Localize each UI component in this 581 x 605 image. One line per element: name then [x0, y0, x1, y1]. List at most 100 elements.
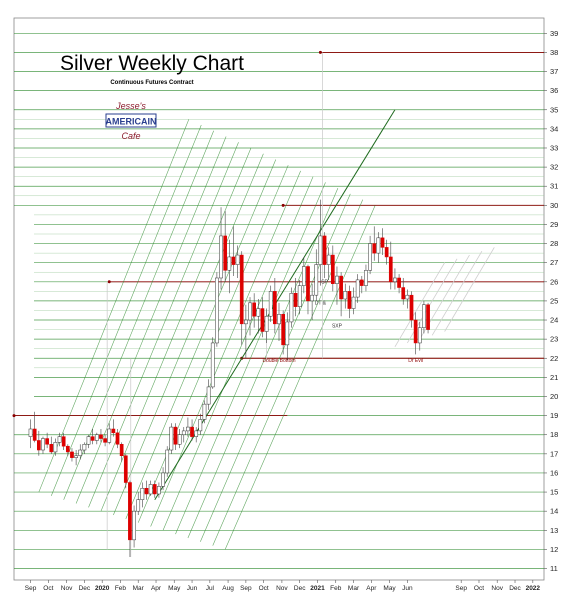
- y-tick-label: 28: [550, 239, 558, 248]
- y-tick-label: 13: [550, 526, 558, 535]
- y-tick-label: 34: [550, 124, 558, 133]
- candle-body: [252, 302, 257, 317]
- candle-body: [94, 434, 99, 441]
- candle-body: [355, 279, 360, 298]
- candle-body: [169, 426, 174, 451]
- annotation-label: SXP: [332, 324, 343, 330]
- candle-body: [239, 254, 244, 325]
- y-tick-label: 38: [550, 48, 558, 57]
- annotation-label: SP: [321, 280, 328, 286]
- x-tick-label: Jun: [187, 585, 198, 592]
- trend-channel-line: [212, 199, 364, 546]
- candle-body: [426, 304, 430, 330]
- x-tick-label: Dec: [79, 585, 91, 592]
- grey-channel-line: [394, 262, 445, 347]
- y-tick-label: 17: [550, 449, 558, 458]
- candle-body: [132, 510, 136, 541]
- y-tick-label: 20: [550, 392, 558, 401]
- candle-body: [210, 342, 215, 388]
- candle-body: [368, 243, 372, 271]
- candle-body: [28, 428, 33, 437]
- candle-body: [99, 434, 103, 439]
- x-tick-label: Oct: [43, 585, 53, 592]
- candle-body: [322, 235, 327, 265]
- candle-body: [86, 436, 91, 445]
- trend-channel-line: [125, 159, 277, 519]
- logo-line-2: AMERICAIN: [106, 117, 157, 127]
- y-tick-label: 27: [550, 258, 558, 267]
- candle-body: [417, 327, 422, 344]
- plot-frame: [13, 17, 545, 581]
- candle-body: [289, 293, 294, 323]
- candle-body: [161, 472, 165, 487]
- candle-body: [61, 436, 66, 447]
- candle-body: [181, 430, 186, 435]
- candle-body: [115, 432, 120, 445]
- candle-body: [301, 266, 306, 286]
- trend-channel-line: [187, 188, 339, 539]
- candle-body: [223, 235, 228, 271]
- key-level-dot: [12, 414, 16, 418]
- candle-body: [53, 442, 58, 453]
- candle-body: [277, 314, 281, 325]
- y-tick-label: 39: [550, 29, 558, 38]
- y-tick-label: 32: [550, 163, 558, 172]
- y-tick-label: 16: [550, 468, 558, 477]
- logo-line-1: Jesse's: [115, 101, 146, 111]
- x-tick-label: 2020: [95, 585, 110, 592]
- title-block: Silver Weekly Chart Continuous Futures C…: [52, 52, 252, 86]
- cafe-logo: Jesse's AMERICAIN Cafe: [104, 100, 158, 146]
- candle-body: [248, 302, 252, 321]
- annotation-label: DT &: [315, 301, 327, 307]
- x-tick-label: 2022: [526, 585, 541, 592]
- x-tick-label: Oct: [474, 585, 484, 592]
- key-level-dot: [107, 280, 111, 284]
- candle-body: [372, 243, 377, 254]
- candle-body: [347, 291, 352, 309]
- candle-body: [273, 291, 277, 325]
- candle-body: [335, 275, 339, 284]
- candle-body: [343, 291, 348, 300]
- candle-body: [401, 287, 406, 300]
- candle-body: [397, 277, 401, 288]
- candle-body: [136, 499, 141, 512]
- candle-body: [111, 428, 116, 434]
- candle-body: [235, 254, 240, 265]
- y-tick-label: 30: [550, 201, 558, 210]
- trend-channel-line: [224, 205, 376, 550]
- candle-body: [173, 426, 178, 445]
- candle-body: [318, 235, 323, 265]
- trend-channel-line: [50, 124, 202, 497]
- candle-body: [405, 294, 410, 300]
- candle-body: [74, 455, 78, 458]
- y-tick-label: 35: [550, 105, 558, 114]
- y-tick-label: 12: [550, 545, 558, 554]
- candle-body: [177, 434, 182, 445]
- candle-body: [194, 430, 199, 437]
- candle-body: [206, 386, 211, 405]
- candle-body: [148, 484, 153, 495]
- x-tick-label: May: [168, 585, 181, 592]
- candle-body: [152, 484, 157, 495]
- x-tick-label: Apr: [366, 585, 377, 592]
- x-tick-label: Sep: [240, 585, 252, 592]
- candle-body: [422, 304, 426, 328]
- candle-body: [244, 319, 248, 325]
- candle-body: [388, 256, 393, 283]
- y-tick-label: 24: [550, 316, 558, 325]
- candle-body: [49, 444, 54, 453]
- x-tick-label: 2021: [310, 585, 325, 592]
- candle-body: [314, 264, 319, 296]
- candle-body: [57, 436, 62, 443]
- x-tick-label: Apr: [151, 585, 162, 592]
- candle-body: [227, 256, 232, 271]
- candle-body: [41, 438, 45, 451]
- y-tick-label: 19: [550, 411, 558, 420]
- x-tick-label: Mar: [133, 585, 145, 592]
- candle-body: [123, 455, 128, 483]
- candle-body: [107, 428, 112, 443]
- candle-body: [264, 315, 269, 332]
- grey-channel-line: [431, 251, 483, 336]
- logo-line-3: Cafe: [121, 131, 140, 141]
